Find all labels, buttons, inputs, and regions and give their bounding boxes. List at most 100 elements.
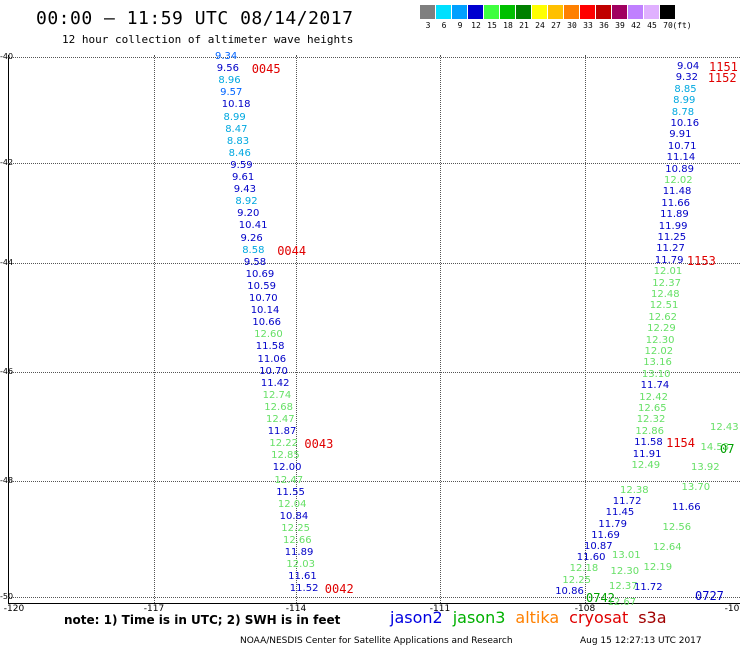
- track-right-value: 11.91: [632, 448, 662, 460]
- track-bottom-value: 12.25: [562, 574, 592, 586]
- track-right-value: 8.85: [674, 83, 697, 95]
- longitude-label: -117: [143, 604, 165, 614]
- map-frame: [8, 55, 740, 604]
- track-right-value: 9.32: [675, 72, 698, 84]
- track-right-value: 11.27: [656, 243, 685, 255]
- colorbar-swatch: [484, 5, 500, 19]
- latitude-label: -48: [0, 476, 14, 485]
- colorbar-label: 12: [471, 21, 481, 30]
- track-right-value: 10.89: [665, 163, 694, 175]
- longitude-label: -10: [724, 604, 740, 614]
- colorbar-label: 36: [599, 21, 609, 30]
- track-left-value: 11.58: [255, 341, 285, 353]
- colorbar-swatch: [564, 5, 580, 19]
- track-left-value: 10.66: [252, 317, 282, 329]
- colorbar-label: 6: [441, 21, 447, 30]
- track-right-value: 8.78: [671, 106, 695, 118]
- track-right-value: 9.91: [669, 129, 692, 141]
- track-left-value: 12.74: [262, 389, 292, 401]
- track-left-value: 10.70: [259, 365, 288, 377]
- track-left-value: 8.47: [225, 123, 248, 135]
- track-bottom-value: 12.18: [569, 563, 599, 575]
- colorbar-swatch: [660, 5, 676, 19]
- track-right-value: 9.04: [677, 61, 700, 72]
- track-right-value: 11.99: [658, 220, 688, 232]
- track-right-time-label: 1152: [707, 71, 737, 86]
- track-left-value: 12.04: [277, 498, 307, 510]
- track-left-time-label: 0045: [251, 62, 281, 77]
- track-far-value: 11.66: [672, 502, 701, 513]
- track-left-value: 11.87: [267, 426, 297, 438]
- latitude-gridline: [8, 163, 740, 164]
- track-left-value: 12.68: [264, 401, 293, 413]
- track-left-value: 10.41: [238, 220, 268, 232]
- track-right-value: 12.42: [639, 391, 668, 403]
- colorbar-swatch: [500, 5, 516, 19]
- track-left-value: 8.92: [235, 196, 258, 208]
- track-left-value: 8.83: [226, 135, 250, 147]
- track-left-time-label: 0042: [324, 582, 354, 597]
- track-left-value: 11.89: [284, 547, 314, 559]
- track-left-value: 10.14: [250, 305, 280, 317]
- colorbar-swatch: [548, 5, 564, 19]
- track-right-value: 12.02: [664, 175, 693, 186]
- colorbar-label: 42: [631, 21, 641, 30]
- track-right-value: 12.51: [649, 300, 679, 312]
- track-far-value: 12.64: [653, 542, 682, 553]
- colorbar-label: 24: [535, 21, 545, 30]
- track-right-time-label: 1153: [686, 253, 716, 268]
- track-right-value: 13.10: [641, 368, 671, 380]
- track-left-value: 9.61: [232, 172, 255, 183]
- track-right-value: 12.29: [647, 323, 676, 335]
- track-left-value: 9.59: [230, 159, 253, 171]
- track-right-value: 12.30: [645, 334, 675, 346]
- legend-item: s3a: [638, 608, 667, 627]
- latitude-label: -50: [0, 592, 14, 601]
- track-left-value: 12.66: [283, 535, 312, 546]
- track-left-value: 9.56: [216, 63, 239, 75]
- colorbar-unit: (ft): [672, 21, 692, 30]
- track-left-value: 12.47: [274, 474, 304, 486]
- colorbar-swatch: [468, 5, 484, 19]
- track-right-value: 11.14: [666, 152, 696, 164]
- track-right-time-label: 1154: [666, 436, 695, 451]
- colorbar-swatch: [436, 5, 452, 19]
- track-left-value: 8.58: [242, 244, 265, 256]
- satellite-legend: jason2 jason3 altika cryosat s3a: [390, 608, 677, 627]
- track-right-value: 11.66: [661, 197, 691, 209]
- latitude-gridline: [8, 597, 740, 598]
- track-left-value: 8.46: [228, 147, 251, 159]
- track-left-value: 10.70: [249, 293, 278, 304]
- colorbar-label: 15: [487, 21, 497, 30]
- longitude-gridline: [440, 55, 441, 603]
- track-bottom-value: 11.72: [612, 496, 642, 508]
- track-left-value: 12.25: [281, 522, 310, 534]
- colorbar-label: 30: [567, 21, 577, 30]
- track-bottom-value: 11.69: [591, 529, 620, 541]
- track-bottom-value: 10.87: [584, 541, 613, 552]
- track-right-value: 11.79: [654, 254, 684, 266]
- track-far-edge-time-label: 07: [720, 442, 735, 456]
- track-left-value: 12.85: [271, 450, 300, 462]
- legend-item: altika: [515, 608, 560, 627]
- colorbar-swatch: [532, 5, 548, 19]
- track-right-value: 12.48: [651, 289, 680, 300]
- note-text: note: 1) Time is in UTC; 2) SWH is in fe…: [64, 613, 341, 627]
- colorbar-label: 21: [519, 21, 529, 30]
- track-left-time-label: 0044: [277, 243, 307, 258]
- colorbar-swatch: [580, 5, 596, 19]
- latitude-label: -44: [0, 258, 14, 267]
- track-right-value: 8.99: [673, 95, 696, 107]
- track-left-value: 9.43: [233, 184, 256, 196]
- track-right-value: 11.48: [662, 186, 692, 198]
- credit-text: NOAA/NESDIS Center for Satellite Applica…: [240, 636, 513, 646]
- colorbar-swatch: [628, 5, 644, 19]
- track-right-value: 12.01: [653, 266, 683, 278]
- legend-item: cryosat: [569, 608, 629, 627]
- track-left-time-label: 0043: [304, 437, 334, 452]
- track-left-value: 10.18: [221, 99, 251, 111]
- track-left-value: 9.26: [240, 232, 263, 244]
- track-left-value: 8.96: [218, 75, 241, 87]
- track-right-value: 12.37: [652, 277, 681, 289]
- track-right-value: 12.02: [644, 346, 674, 357]
